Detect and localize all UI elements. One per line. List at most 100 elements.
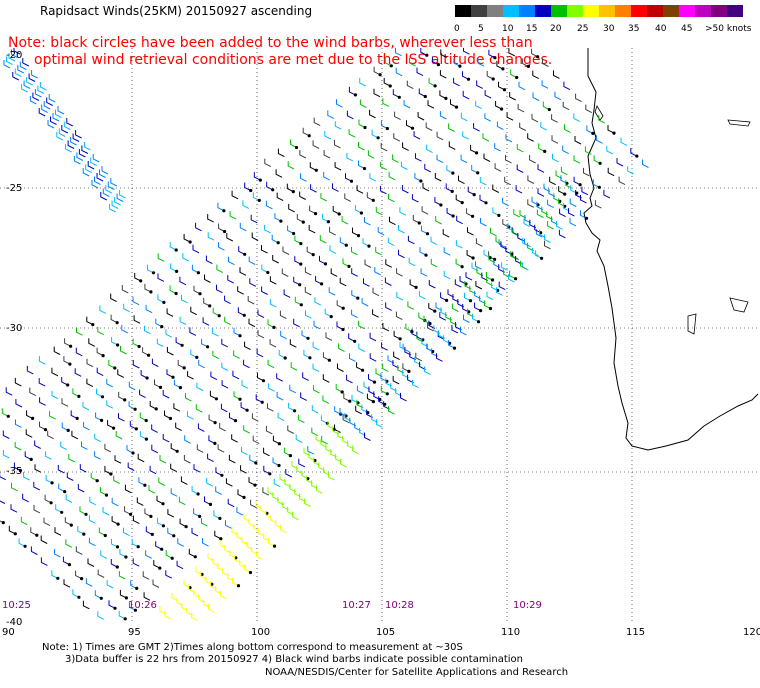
wind-barb: [321, 435, 328, 445]
wind-barb: [575, 93, 582, 103]
wind-barb: [480, 218, 487, 227]
wind-barb: [443, 335, 450, 344]
lon-label: 90: [2, 627, 15, 638]
wind-barb: [498, 281, 506, 291]
contamination-circle: [372, 380, 377, 384]
wind-barb: [55, 504, 62, 513]
wind-barb: [496, 287, 503, 296]
wind-barb: [70, 410, 78, 419]
wind-barb: [257, 309, 265, 319]
wind-barb: [415, 352, 423, 362]
wind-barb: [503, 269, 510, 278]
wind-barb: [207, 453, 214, 463]
wind-barb: [157, 273, 165, 282]
wind-barb: [323, 150, 331, 159]
contamination-circle: [597, 185, 601, 189]
wind-barb: [226, 233, 234, 242]
contamination-circle: [219, 537, 223, 541]
contamination-circle: [385, 126, 389, 131]
wind-barb: [86, 378, 94, 388]
contamination-circle: [113, 366, 117, 370]
wind-barb: [99, 169, 106, 178]
wind-barb: [263, 465, 271, 475]
wind-barb: [118, 391, 125, 401]
wind-barb: [470, 144, 477, 154]
wind-barb: [518, 81, 526, 91]
wind-barb: [383, 401, 390, 410]
wind-barb: [38, 356, 46, 365]
wind-barb: [479, 176, 487, 186]
wind-barb: [47, 120, 55, 129]
wind-barb: [207, 232, 215, 241]
contamination-circle: [213, 441, 217, 445]
wind-barb: [189, 327, 197, 336]
wind-barb: [402, 369, 409, 379]
wind-barb: [287, 225, 294, 234]
wind-barb: [231, 526, 239, 536]
wind-barb: [329, 245, 337, 254]
wind-barb: [462, 131, 469, 140]
wind-barb: [541, 206, 549, 216]
wind-barb: [102, 188, 110, 197]
wind-barb: [465, 272, 473, 281]
wind-barb: [330, 268, 338, 277]
wind-barb: [176, 560, 184, 570]
wind-barb: [104, 466, 112, 475]
wind-barb: [342, 414, 350, 424]
contamination-circle: [196, 492, 200, 496]
contamination-circle: [476, 171, 480, 175]
wind-barb: [140, 370, 148, 379]
contamination-circle: [466, 77, 471, 81]
contamination-circle: [134, 427, 138, 431]
contamination-circle: [124, 555, 128, 559]
wind-barb: [28, 73, 36, 82]
wind-barb: [169, 285, 177, 294]
wind-barb: [500, 241, 508, 250]
wind-barb: [249, 454, 257, 464]
wind-barb: [627, 166, 634, 175]
wind-barb: [88, 537, 96, 547]
wind-barb: [440, 292, 447, 301]
wind-barb: [431, 56, 439, 66]
wind-barb: [347, 440, 354, 450]
wind-barb: [218, 223, 225, 232]
wind-barb: [81, 441, 88, 450]
wind-barb: [521, 58, 529, 67]
wind-barb: [203, 599, 210, 608]
scale-swatch: [567, 5, 583, 17]
wind-barb: [176, 597, 184, 607]
wind-barb: [327, 421, 335, 430]
wind-barb: [90, 472, 98, 482]
wind-barb: [208, 414, 216, 424]
wind-barb: [318, 462, 325, 471]
wind-barb: [110, 314, 118, 324]
wind-barb: [104, 443, 112, 453]
wind-barb: [116, 193, 124, 202]
wind-barb: [426, 343, 433, 352]
contamination-circle: [238, 334, 242, 338]
wind-barb: [153, 560, 161, 569]
contamination-circle: [18, 468, 22, 473]
contamination-circle: [144, 437, 148, 441]
wind-barb: [187, 371, 194, 380]
wind-barb: [552, 153, 559, 163]
wind-barb: [269, 276, 277, 285]
wind-barb: [484, 300, 491, 309]
contamination-circle: [514, 277, 518, 281]
wind-barb: [110, 293, 117, 303]
wind-barb: [159, 606, 167, 615]
wind-barb: [133, 315, 141, 324]
wind-barb: [275, 520, 282, 529]
wind-barb: [409, 351, 417, 361]
wind-barb: [289, 339, 297, 348]
wind-barb: [407, 301, 415, 310]
scale-swatch: [631, 5, 647, 17]
wind-barb: [332, 426, 340, 435]
wind-barb: [412, 215, 420, 224]
wind-barb: [251, 413, 259, 422]
wind-barb: [154, 379, 161, 388]
wind-barb: [491, 282, 498, 291]
wind-barb: [212, 558, 220, 567]
wind-barb: [262, 487, 270, 496]
wind-barb: [423, 315, 431, 325]
